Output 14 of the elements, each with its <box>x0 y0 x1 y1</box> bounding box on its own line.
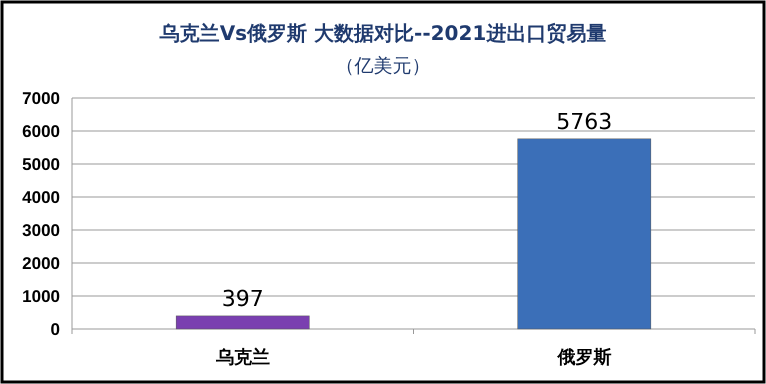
y-tick-label: 2000 <box>22 254 60 273</box>
chart-subtitle: （亿美元） <box>336 55 430 77</box>
x-tick-label: 俄罗斯 <box>556 347 612 368</box>
data-label: 5763 <box>556 110 612 135</box>
x-tick-label: 乌克兰 <box>214 347 270 368</box>
y-tick-label: 3000 <box>22 221 60 240</box>
y-tick-label: 0 <box>50 320 60 339</box>
y-tick-label: 4000 <box>22 188 60 207</box>
y-tick-label: 7000 <box>22 89 60 108</box>
y-tick-label: 6000 <box>22 122 60 141</box>
y-tick-label: 1000 <box>22 287 60 306</box>
y-tick-label: 5000 <box>22 155 60 174</box>
chart-title: 乌克兰Vs俄罗斯 大数据对比--2021进出口贸易量 <box>158 21 606 45</box>
data-label: 397 <box>222 286 264 312</box>
